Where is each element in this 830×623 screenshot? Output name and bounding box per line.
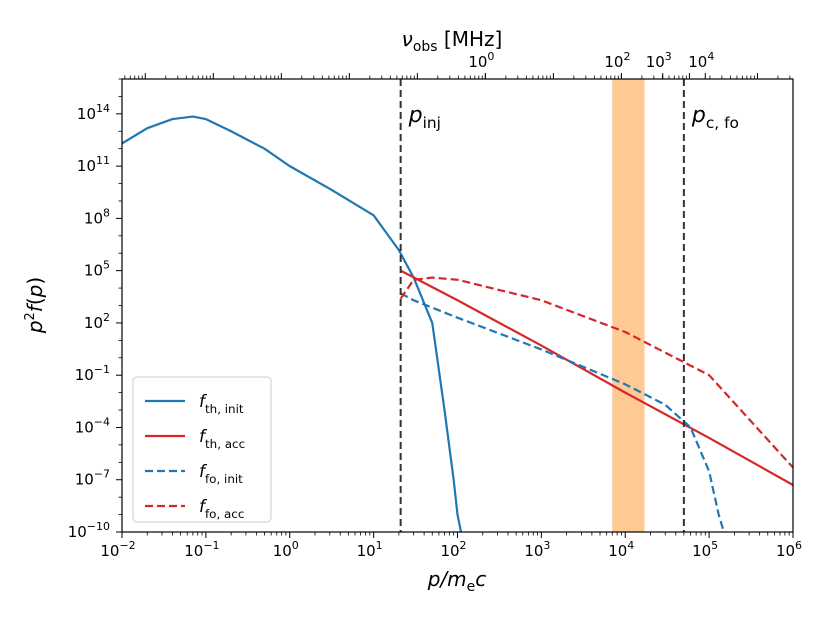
x-axis: 10−2 10−1 100 101 102 103 104 105 106 — [100, 532, 802, 560]
top-axis: 100 102 103 104 — [124, 50, 791, 79]
series-line-fo-acc — [399, 276, 793, 469]
top-tick-label: 103 — [646, 50, 672, 71]
series-line-th-acc — [400, 269, 793, 486]
vline-label: pc, fo — [691, 103, 739, 132]
x-tick-label: 103 — [524, 539, 550, 560]
top-tick-label: 100 — [468, 50, 494, 71]
x-tick-label: 105 — [692, 539, 718, 560]
y-tick-label: 10−1 — [75, 363, 110, 384]
x-tick-label: 10−1 — [184, 539, 219, 560]
y-tick-label: 105 — [84, 259, 110, 280]
legend: fth, init fth, acc ffo, init ffo, acc — [132, 376, 272, 523]
legend-label: fth, acc — [199, 427, 245, 451]
y-tick-label: 10−7 — [75, 468, 110, 489]
legend-label: fth, init — [199, 392, 244, 416]
legend-label: ffo, acc — [199, 497, 244, 521]
x-tick-label: 101 — [357, 539, 383, 560]
vline-layer: pinj pc, fo — [399, 79, 739, 532]
y-tick-label: 10−4 — [75, 415, 110, 436]
x-tick-label: 10−2 — [100, 539, 135, 560]
x-axis-title: p/mec — [427, 567, 487, 595]
x-tick-label: 100 — [273, 539, 299, 560]
x-tick-label: 106 — [776, 539, 802, 560]
series-layer — [122, 115, 793, 532]
y-axis-title: p2f(p) — [23, 277, 47, 334]
observing-band — [612, 79, 645, 532]
series-line-th-init — [122, 115, 463, 532]
y-tick-label: 108 — [84, 206, 110, 227]
vline-label: pinj — [408, 103, 441, 132]
top-tick-label: 104 — [688, 50, 714, 71]
band-layer — [612, 79, 645, 532]
y-tick-label: 1014 — [77, 102, 110, 123]
x-tick-label: 102 — [440, 539, 466, 560]
legend-box — [132, 376, 272, 523]
top-tick-label: 102 — [604, 50, 630, 71]
y-tick-label: 10−10 — [68, 520, 110, 541]
y-tick-label: 1011 — [77, 154, 110, 175]
legend-label: ffo, init — [199, 462, 243, 486]
top-axis-title: νobs [MHz] — [402, 27, 503, 55]
series-line-fo-init — [400, 292, 725, 532]
y-axis: 10−10 10−7 10−4 10−1 102 105 108 1011 1014 — [68, 78, 122, 541]
y-tick-label: 102 — [84, 311, 110, 332]
x-tick-label: 104 — [608, 539, 634, 560]
